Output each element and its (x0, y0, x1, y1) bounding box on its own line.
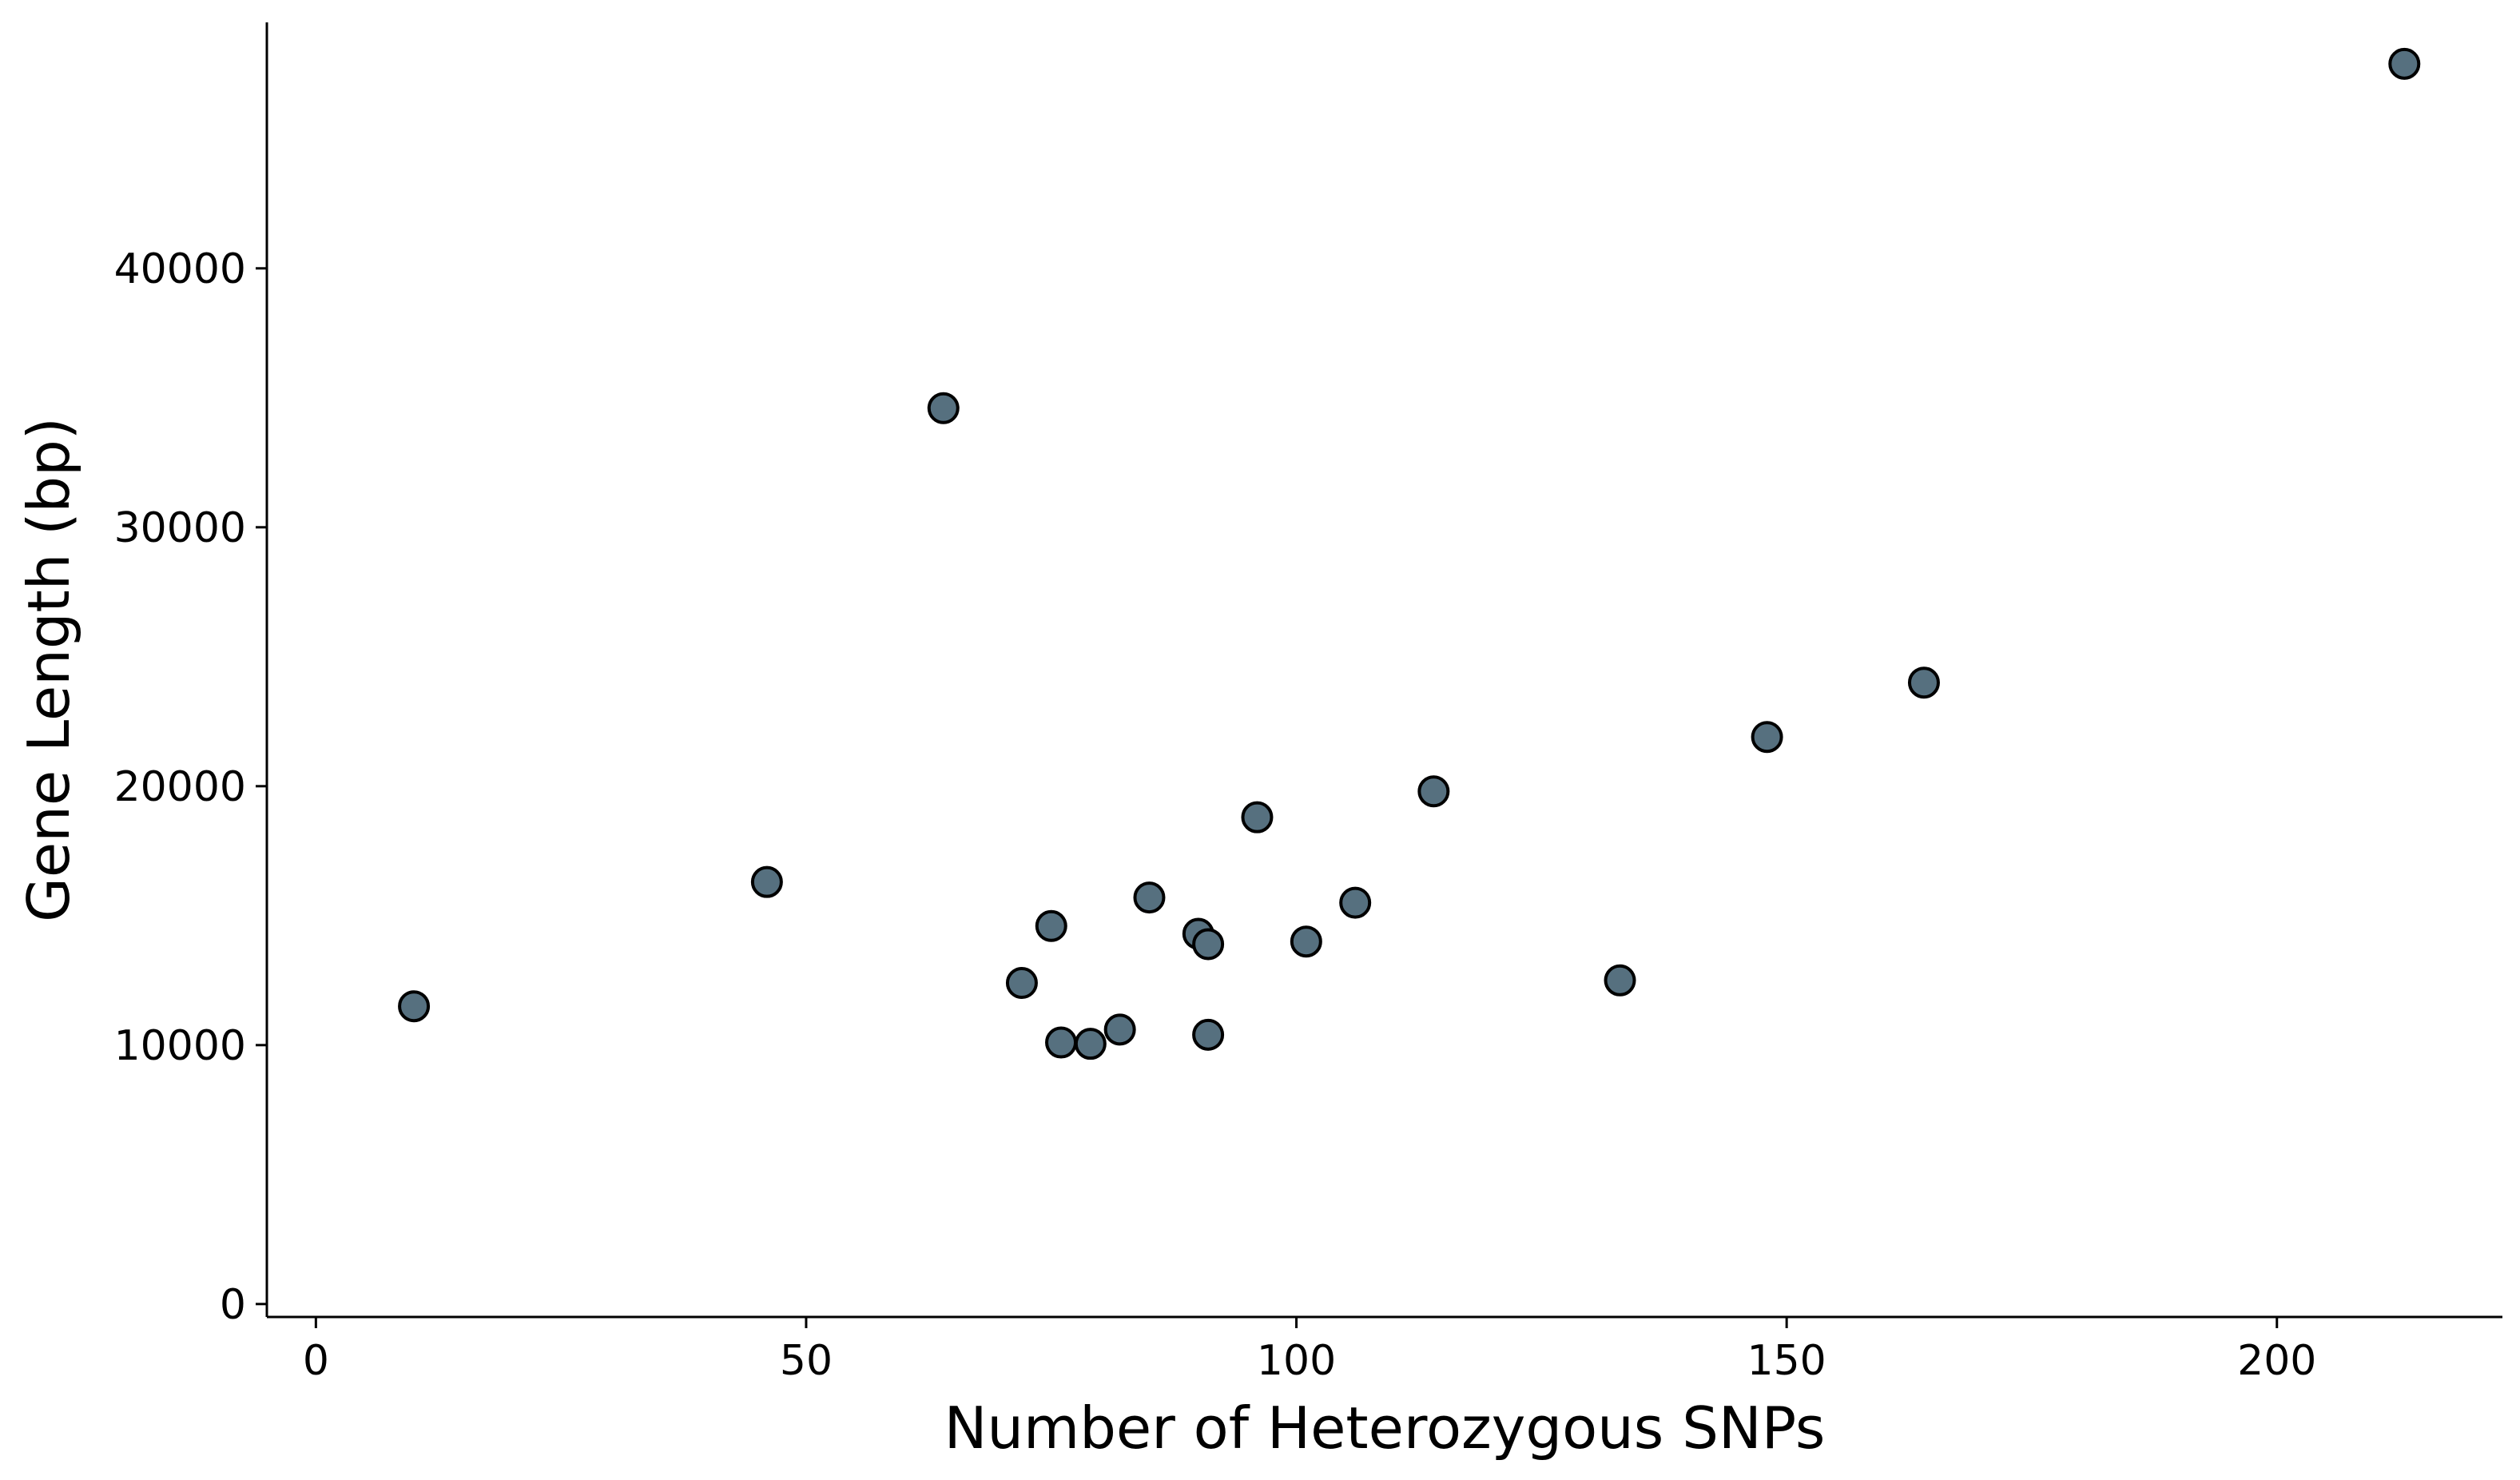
x-axis-title: Number of Heterozygous SNPs (944, 1394, 1826, 1462)
scatter-point (1045, 1026, 1078, 1059)
scatter-point (1290, 925, 1322, 958)
scatter-point (1241, 801, 1274, 833)
scatter-point (1339, 886, 1372, 919)
y-tick-label: 10000 (114, 1022, 246, 1070)
scatter-point (1751, 721, 1783, 754)
y-tick-label: 30000 (114, 504, 246, 552)
data-points (398, 47, 2421, 1060)
x-tick-label: 100 (1257, 1337, 1336, 1385)
y-axis-title: Gene Length (bp) (15, 417, 82, 922)
x-tick-label: 200 (2237, 1337, 2316, 1385)
scatter-point (1133, 881, 1166, 914)
scatter-point (1192, 928, 1225, 961)
x-tick-label: 0 (303, 1337, 329, 1385)
scatter-point (1192, 1018, 1225, 1051)
scatter-point (1907, 666, 1940, 699)
y-axis-ticks: 0 10000 20000 30000 40000 (114, 245, 267, 1329)
x-axis-ticks: 0 50 100 150 200 (303, 1317, 2316, 1385)
scatter-point (1035, 909, 1067, 942)
scatter-point (1005, 967, 1038, 1000)
x-tick-label: 150 (1747, 1337, 1826, 1385)
y-tick-label: 40000 (114, 245, 246, 293)
scatter-point (398, 990, 431, 1023)
y-tick-label: 0 (220, 1281, 246, 1329)
scatter-point (2388, 47, 2421, 80)
scatter-point (1103, 1013, 1136, 1046)
scatter-point (1417, 775, 1450, 808)
scatter-point (1074, 1028, 1107, 1060)
y-tick-label: 20000 (114, 763, 246, 811)
x-tick-label: 50 (780, 1337, 833, 1385)
scatter-point (1604, 964, 1636, 997)
scatter-point (750, 865, 783, 898)
scatter-point (927, 392, 960, 424)
